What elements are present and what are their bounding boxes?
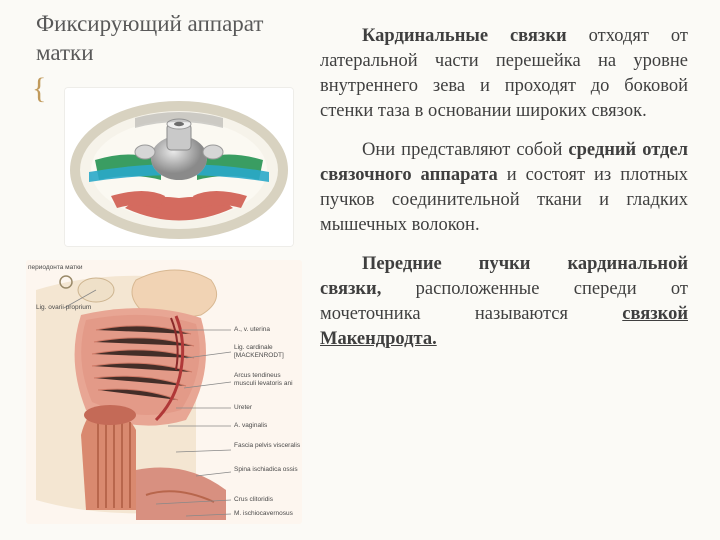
fig2-label: A., v. uterina <box>234 326 270 334</box>
fig2-label: Lig. ovarii proprium <box>36 304 91 312</box>
figure-pelvic-dissection: периодонта матки Lig. ovarii proprium A.… <box>26 260 302 524</box>
text-column: Кардинальные связки отходят от латеральн… <box>310 0 720 540</box>
slide: Фиксирующий аппарат матки { <box>0 0 720 540</box>
fig2-label: Spina ischiadica ossis <box>234 466 298 474</box>
left-column: Фиксирующий аппарат матки { <box>0 0 310 540</box>
fig2-label: M. ischiocavernosus <box>234 510 293 518</box>
fig2-label: Arcus tendineus musculi levatoris ani <box>234 372 302 388</box>
fig2-label: Crus clitoridis <box>234 496 273 504</box>
fig2-label: A. vaginalis <box>234 422 267 430</box>
paragraph-3: Передние пучки кардинальной связки, расп… <box>320 252 688 352</box>
paragraph-1: Кардинальные связки отходят от латеральн… <box>320 24 688 124</box>
figure-ligaments-superior <box>65 88 293 246</box>
p2-lead: Они представляют собой <box>362 140 568 160</box>
slide-title: Фиксирующий аппарат матки <box>0 0 310 76</box>
accent-brace: { <box>32 72 46 106</box>
paragraph-2: Они представляют собой средний отдел свя… <box>320 138 688 238</box>
fig2-label: Fascia pelvis visceralis <box>234 442 300 450</box>
p1-lead: Кардинальные связки <box>362 26 567 46</box>
fig2-label: периодонта матки <box>28 264 83 272</box>
fig2-label: Ureter <box>234 404 252 412</box>
fig2-label: Lig. cardinale [MACKENRODT] <box>234 344 302 360</box>
